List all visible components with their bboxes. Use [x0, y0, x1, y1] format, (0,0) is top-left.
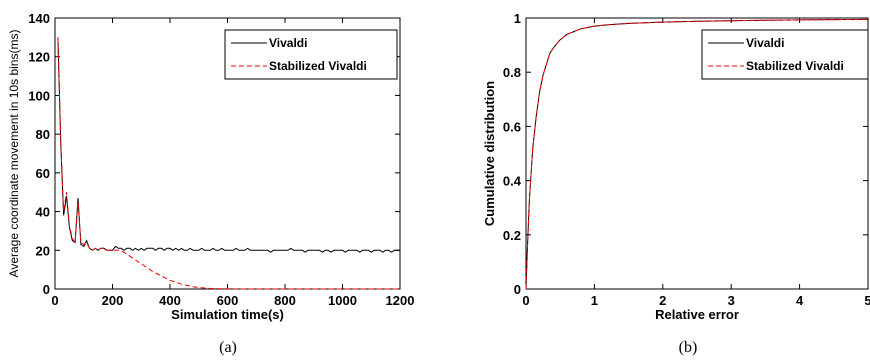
legend-label: Stabilized Vivaldi [269, 59, 367, 73]
x-tick-label: 2 [659, 293, 666, 308]
y-tick-label: 0.4 [503, 174, 522, 189]
x-tick-label: 1000 [328, 293, 357, 308]
y-tick-label: 140 [28, 11, 50, 26]
y-tick-label: 1 [514, 11, 521, 26]
legend-label: Vivaldi [746, 36, 784, 50]
x-tick-label: 600 [217, 293, 239, 308]
y-tick-label: 40 [36, 205, 50, 220]
y-tick-label: 80 [36, 127, 50, 142]
y-tick-label: 0.2 [503, 228, 521, 243]
x-axis-label: Simulation time(s) [171, 307, 284, 322]
legend: Vivaldi Stabilized Vivaldi [224, 29, 398, 80]
x-tick-label: 400 [159, 293, 181, 308]
x-tick-label: 5 [864, 293, 870, 308]
y-tick-label: 20 [36, 243, 50, 258]
y-tick-label: 0.8 [503, 65, 521, 80]
legend: Vivaldi Stabilized Vivaldi [701, 29, 869, 80]
legend-box [701, 29, 869, 80]
y-tick-label: 100 [28, 88, 50, 103]
panel-caption: (b) [679, 339, 698, 356]
y-axis-label: Cumulative distribution [482, 81, 497, 226]
x-tick-label: 200 [102, 293, 124, 308]
x-axis-label: Relative error [655, 307, 739, 322]
legend-label: Vivaldi [269, 36, 307, 50]
legend-box [224, 29, 398, 80]
y-axis-label: Average coordinate movement in 10s bins(… [7, 30, 21, 278]
y-tick-label: 0 [43, 282, 50, 297]
series-line-vivaldi [525, 18, 869, 290]
y-tick-label: 0.6 [503, 119, 521, 134]
chart-panel-b: 0 1 2 3 4 5 0 0.2 0.4 0.6 0.8 1 Relative error Cumula… [482, 11, 870, 356]
y-tick-label: 60 [36, 166, 50, 181]
x-tick-label: 1 [591, 293, 598, 308]
series-line-vivaldi [57, 37, 400, 253]
x-tick-label: 800 [274, 293, 296, 308]
y-tick-label: 0 [514, 282, 521, 297]
panel-caption: (a) [219, 339, 237, 356]
plot-frame [525, 17, 869, 290]
x-tick-label: 4 [796, 293, 804, 308]
x-tick-label: 0 [51, 293, 58, 308]
x-tick-label: 3 [728, 293, 735, 308]
y-tick-label: 120 [28, 50, 50, 65]
x-tick-label: 1200 [386, 293, 415, 308]
x-tick-label: 0 [522, 293, 529, 308]
chart-panel-a: 0 200 400 600 800 1000 1200 0 20 40 60 80 100 120 140 S… [7, 11, 414, 356]
legend-label: Stabilized Vivaldi [746, 59, 844, 73]
series-line-stabilized-vivaldi [57, 37, 400, 290]
